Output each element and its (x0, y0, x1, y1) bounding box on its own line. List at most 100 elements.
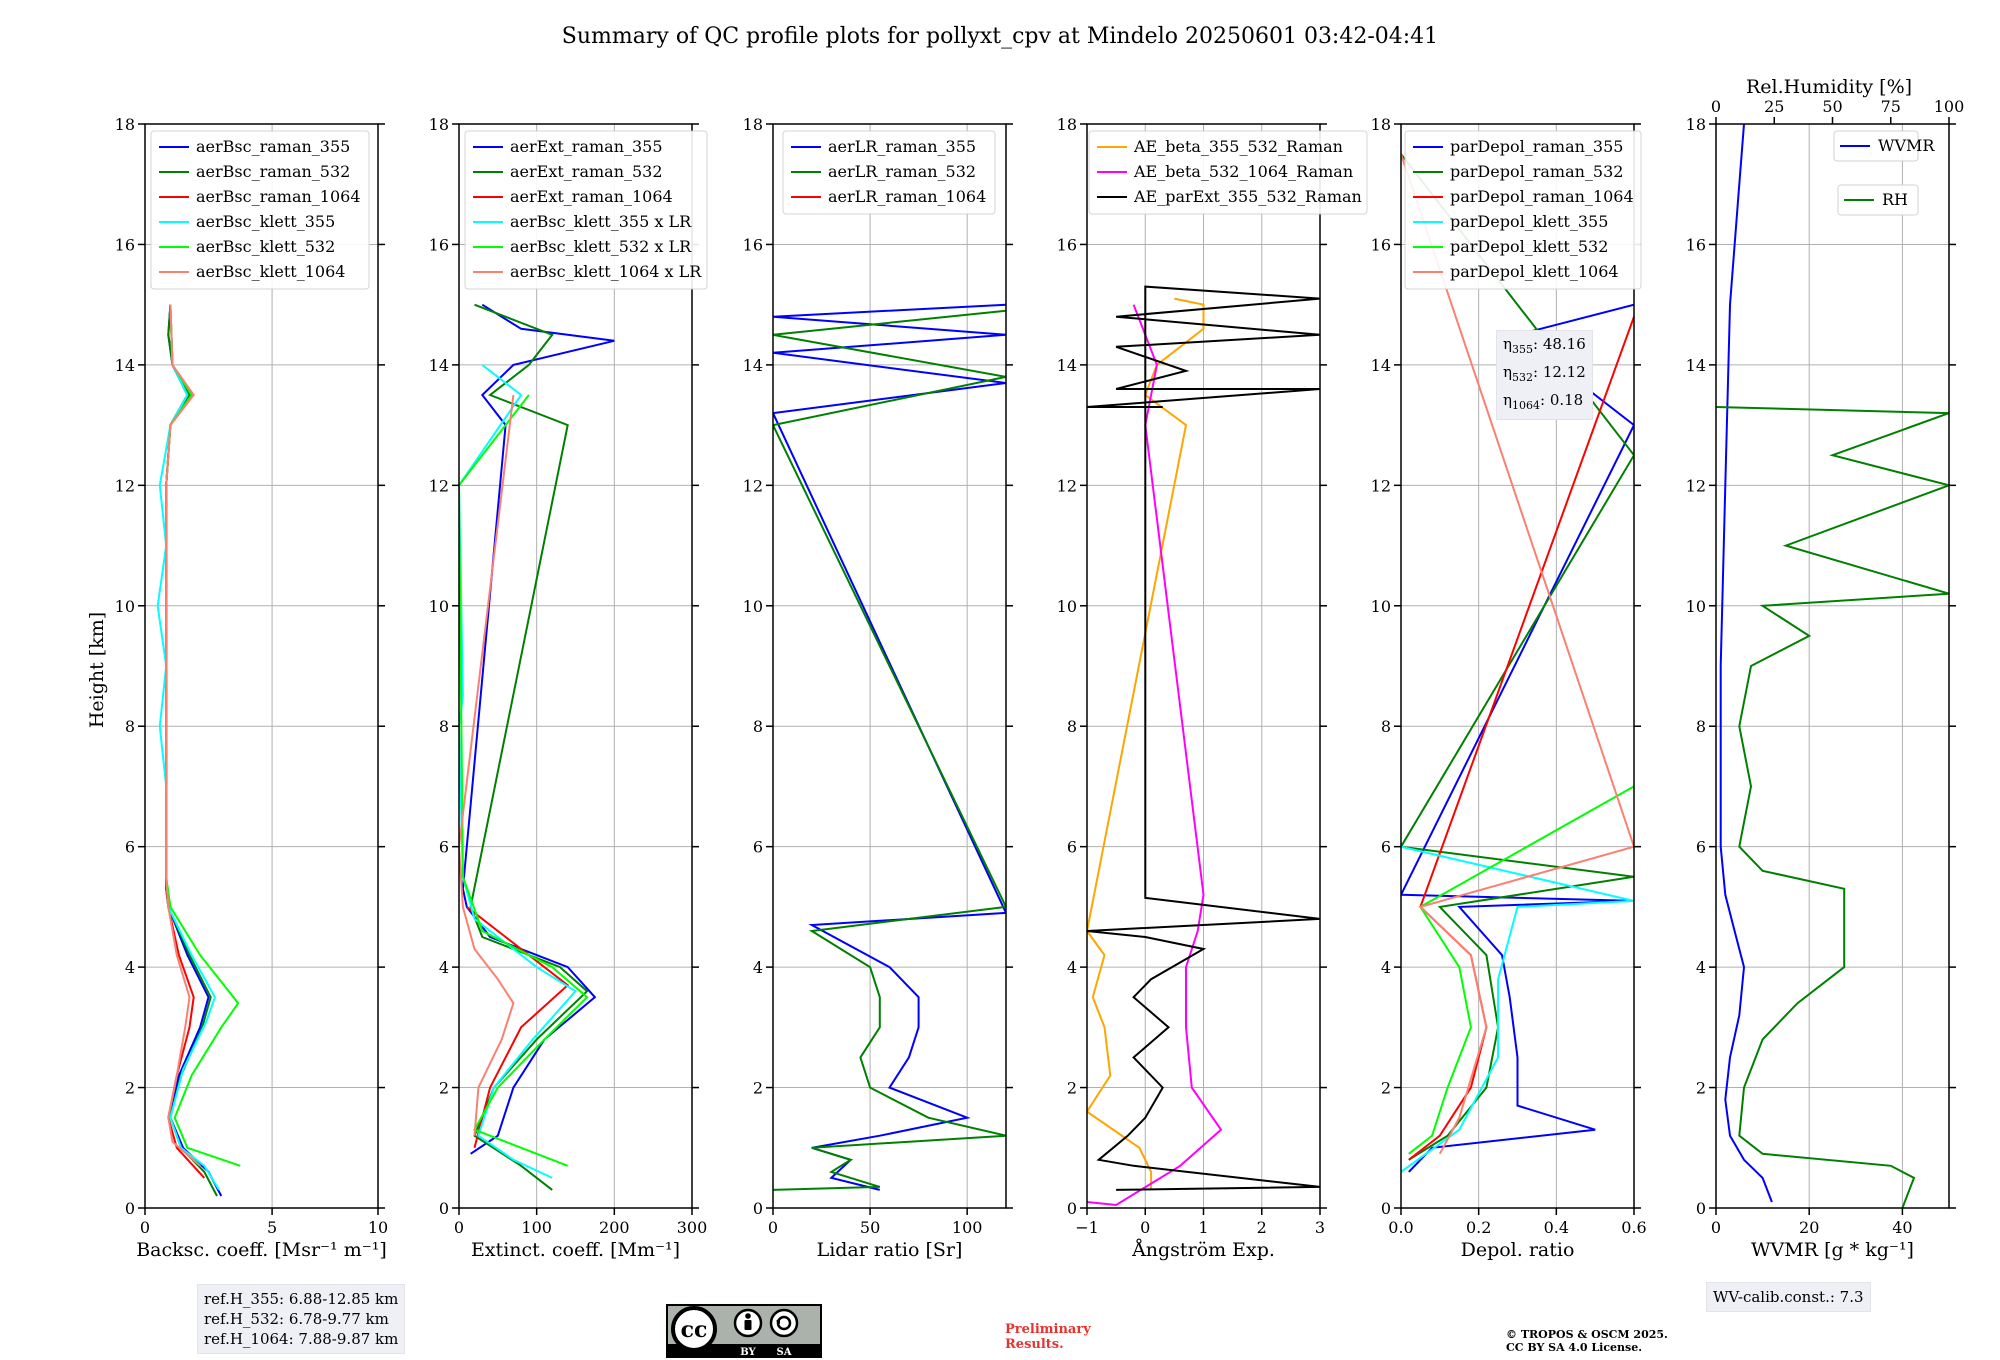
series-line-pardepol-raman-532 (1401, 153, 1634, 1161)
y-tick-label: 12 (1057, 476, 1077, 495)
figure-title: Summary of QC profile plots for pollyxt_… (562, 24, 1438, 49)
x-tick-label: 0 (768, 1218, 778, 1237)
y-tick-label: 4 (125, 958, 135, 977)
series-line-pardepol-klett-532 (1408, 785, 1634, 1155)
legend-label: aerBsc_raman_532 (196, 162, 350, 181)
eta-532-symbol: η (1503, 363, 1512, 381)
series-line-pardepol-klett-355 (1401, 845, 1634, 1173)
x-tick-label: 0 (140, 1218, 150, 1237)
series-line-aerbsc-raman-355 (165, 304, 223, 1197)
y-tick-label: 16 (115, 235, 135, 254)
y-tick-label: 0 (439, 1199, 449, 1218)
y-tick-label: 2 (1381, 1079, 1391, 1098)
legend-angstrom: AE_beta_355_532_Raman AE_beta_532_1064_Ra… (1088, 130, 1368, 215)
eta-532-sub: 532 (1512, 371, 1533, 384)
top-tick-label: 50 (1822, 97, 1842, 116)
y-tick-label: 16 (1057, 235, 1077, 254)
eta-355-symbol: η (1503, 335, 1512, 353)
x-tick-label: 0 (1711, 1218, 1721, 1237)
legend-label: aerBsc_klett_355 (196, 212, 335, 231)
legend-label: aerLR_raman_1064 (828, 187, 986, 206)
x-tick-label: 0.6 (1621, 1218, 1646, 1237)
legend-label: parDepol_klett_1064 (1450, 262, 1619, 281)
series-line-pardepol-klett-1064 (1401, 153, 1634, 1155)
x-tick-label: 0.2 (1466, 1218, 1491, 1237)
y-tick-label: 12 (115, 476, 135, 495)
y-tick-label: 10 (1371, 597, 1391, 616)
top-tick-label: 75 (1881, 97, 1901, 116)
legend-label: parDepol_raman_532 (1450, 162, 1623, 181)
legend-label: AE_parExt_355_532_Raman (1133, 187, 1362, 206)
y-tick-label: 14 (1686, 356, 1706, 375)
legend-label: aerExt_raman_532 (510, 162, 663, 181)
y-tick-label: 12 (743, 476, 763, 495)
series-line-aerlr-raman-532 (773, 309, 1006, 1191)
legend-label: aerBsc_klett_1064 (196, 262, 345, 281)
series-line-aerext-raman-1064 (466, 906, 570, 1149)
y-tick-label: 8 (1381, 717, 1391, 736)
y-tick-label: 18 (1057, 115, 1077, 134)
x-tick-label: 200 (599, 1218, 630, 1237)
series-line-aerbsc-klett-532-x-lr (459, 394, 589, 1167)
y-tick-label: 4 (1696, 958, 1706, 977)
y-tick-label: 8 (439, 717, 449, 736)
eta-355-value: : 48.16 (1533, 335, 1586, 353)
y-tick-label: 4 (1381, 958, 1391, 977)
legend-box (150, 130, 370, 290)
legend-label: aerBsc_raman_1064 (196, 187, 361, 206)
y-tick-label: 8 (753, 717, 763, 736)
y-tick-label: 18 (115, 115, 135, 134)
legend-label: parDepol_klett_532 (1450, 237, 1608, 256)
panel-backscatter: 0 2 4 6 8 10 12 14 16 18 0 5 10 Backsc. coeff. [Msr⁻¹… (115, 115, 389, 1261)
y-tick-label: 4 (753, 958, 763, 977)
y-tick-label: 2 (753, 1079, 763, 1098)
wv-calib-const: WV-calib.const.: 7.3 (1713, 1288, 1864, 1306)
x-axis-label: Depol. ratio (1461, 1239, 1575, 1261)
legend-label: aerBsc_klett_355 x LR (510, 212, 692, 231)
top-tick-label: 25 (1764, 97, 1784, 116)
series-line-aerlr-raman-355 (773, 303, 1006, 1191)
y-tick-label: 2 (1696, 1079, 1706, 1098)
y-tick-label: 10 (1057, 597, 1077, 616)
series-line-pardepol-raman-355 (1401, 303, 1634, 1173)
y-tick-label: 10 (743, 597, 763, 616)
legend-label: aerExt_raman_355 (510, 137, 663, 156)
eta-1064-value: : 0.18 (1540, 391, 1584, 409)
legend-label: RH (1882, 190, 1908, 209)
y-tick-label: 18 (743, 115, 763, 134)
eta-1064-sub: 1064 (1512, 399, 1540, 412)
y-tick-label: 10 (115, 597, 135, 616)
panel-extinction: 0 2 4 6 8 10 12 14 16 18 0 100 200 300 Extinct. coeff.… (429, 115, 708, 1261)
series-line-pardepol-raman-1064 (1408, 316, 1634, 1161)
cc-by-sa-badge[interactable]: cc BY SA (666, 1304, 822, 1358)
y-tick-label: 0 (1067, 1199, 1077, 1218)
y-tick-label: 14 (429, 356, 449, 375)
x-tick-label: 20 (1799, 1218, 1819, 1237)
x-axis-label: Backsc. coeff. [Msr⁻¹ m⁻¹] (136, 1239, 387, 1261)
ref-height-355: ref.H_355: 6.88-12.85 km (204, 1290, 399, 1308)
y-axis-label: Height [km] (86, 612, 108, 728)
series-line-aerbsc-klett-1064 (165, 304, 201, 1167)
y-tick-label: 6 (1381, 838, 1391, 857)
copyright-line-2: CC BY SA 4.0 License. (1506, 1341, 1643, 1354)
legend-label: aerBsc_klett_532 (196, 237, 335, 256)
eta-532: η532: 12.12 (1503, 361, 1586, 389)
series-line-ae-beta-532-1064-raman (1087, 304, 1223, 1207)
y-tick-label: 16 (429, 235, 449, 254)
top-tick-label: 0 (1711, 97, 1721, 116)
y-tick-label: 14 (743, 356, 763, 375)
y-tick-label: 14 (1057, 356, 1077, 375)
y-tick-label: 2 (1067, 1079, 1077, 1098)
preliminary-line-2: Results. (1005, 1337, 1064, 1352)
x-tick-label: −1 (1075, 1218, 1099, 1237)
y-tick-label: 12 (1371, 476, 1391, 495)
y-tick-label: 16 (743, 235, 763, 254)
y-tick-label: 6 (1067, 838, 1077, 857)
x-axis-label: WVMR [g * kg⁻¹] (1751, 1239, 1914, 1261)
legend-label: aerExt_raman_1064 (510, 187, 673, 206)
panel-lidar-ratio: 0 2 4 6 8 10 12 14 16 18 0 50 100 Lidar ratio [Sr] aer… (743, 115, 1013, 1261)
legend-box (1088, 130, 1368, 215)
y-tick-label: 16 (1371, 235, 1391, 254)
